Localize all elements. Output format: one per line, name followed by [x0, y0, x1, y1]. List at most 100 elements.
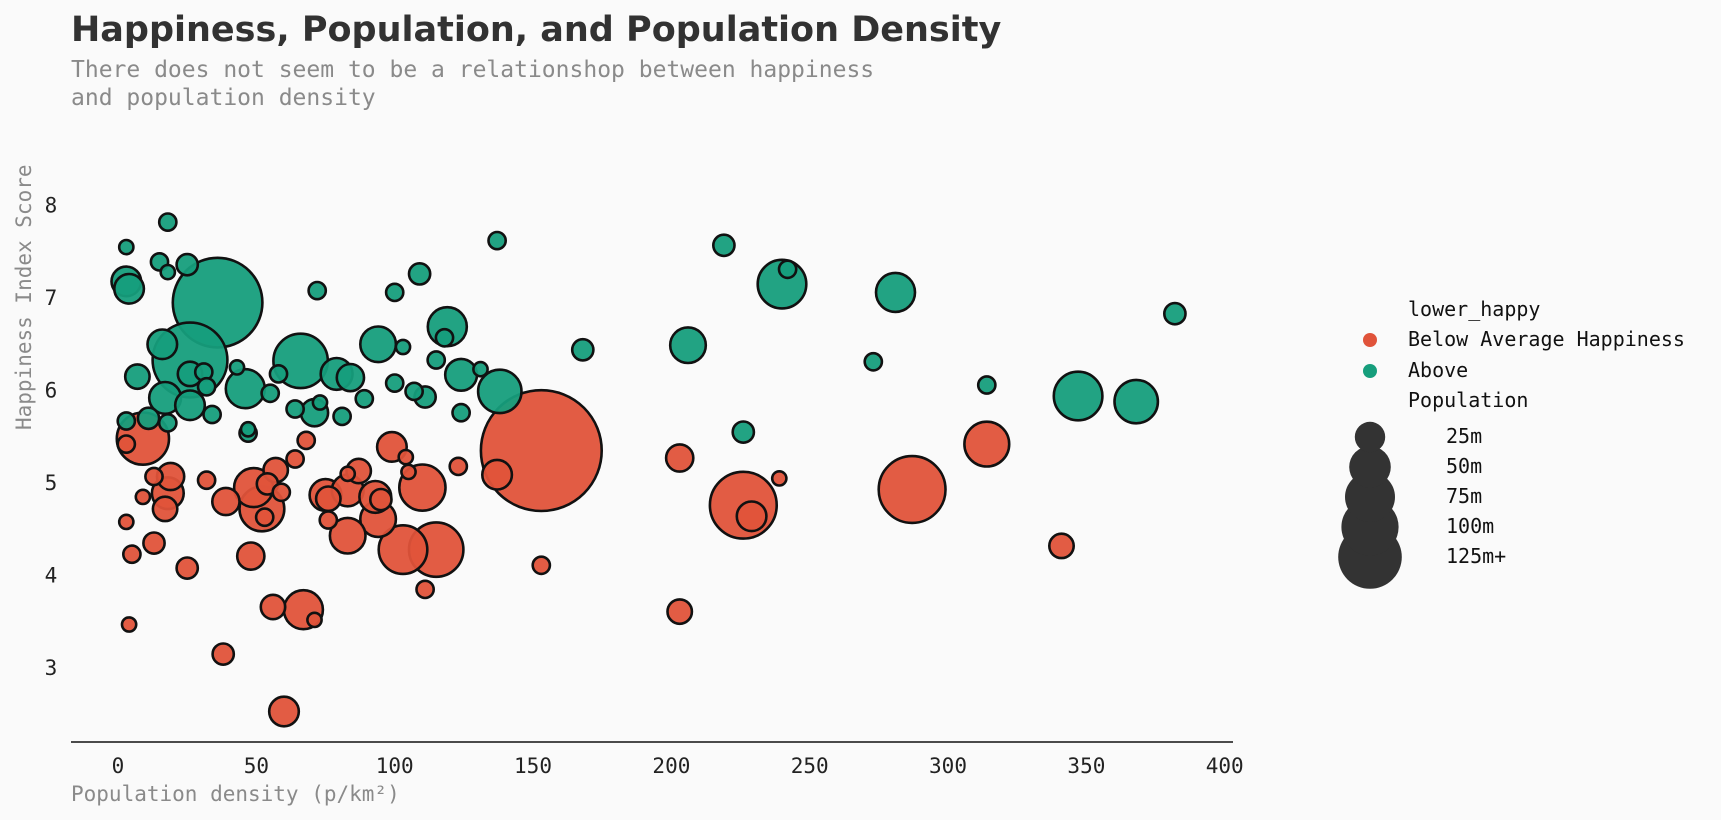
- point-above: [668, 326, 708, 365]
- point-above: [146, 328, 179, 361]
- point-below: [142, 531, 166, 556]
- point-above: [731, 420, 756, 445]
- x-tick-label: 300: [929, 754, 967, 778]
- y-tick-label: 7: [45, 286, 58, 310]
- point-below: [121, 544, 142, 565]
- point-above: [404, 381, 425, 402]
- point-below: [306, 611, 323, 629]
- data-points: [110, 212, 1187, 728]
- legend: lower_happy Below Average Happiness Abov…: [1338, 297, 1685, 589]
- x-tick-label: 100: [376, 754, 414, 778]
- point-above: [157, 212, 178, 233]
- point-above: [113, 272, 146, 305]
- point-above: [1163, 301, 1187, 326]
- point-above: [307, 280, 328, 301]
- legend-size-title: Population: [1408, 388, 1528, 412]
- point-above: [117, 238, 135, 256]
- point-above: [712, 233, 736, 258]
- point-below: [314, 485, 342, 513]
- point-above: [394, 338, 412, 356]
- point-below: [271, 482, 292, 503]
- point-below: [400, 463, 417, 481]
- x-tick-label: 50: [244, 754, 269, 778]
- y-tick-label: 6: [45, 379, 58, 403]
- point-below: [120, 616, 138, 633]
- y-tick-label: 5: [45, 471, 58, 495]
- point-above: [476, 368, 523, 415]
- point-above: [136, 406, 161, 431]
- point-below: [210, 486, 241, 517]
- point-below: [531, 555, 552, 576]
- point-below: [117, 513, 135, 531]
- point-above: [451, 402, 472, 423]
- point-below: [318, 510, 339, 530]
- point-below: [481, 458, 514, 491]
- point-below: [196, 470, 217, 491]
- point-below: [735, 500, 768, 533]
- point-below: [328, 516, 367, 555]
- x-tick-label: 200: [652, 754, 690, 778]
- point-below: [339, 465, 357, 483]
- legend-size-label: 75m: [1446, 484, 1482, 508]
- point-below: [267, 695, 301, 728]
- legend-size-label: 125m+: [1446, 544, 1506, 568]
- point-above: [384, 373, 405, 394]
- chart-title: Happiness, Population, and Population De…: [71, 10, 1001, 50]
- y-tick-label: 4: [45, 564, 58, 588]
- x-tick-label: 400: [1206, 754, 1244, 778]
- legend-size-entries: 25m 50m 75m 100m 125m+: [1338, 421, 1506, 589]
- point-above: [976, 375, 997, 395]
- point-below: [285, 449, 306, 469]
- point-above: [173, 389, 207, 422]
- legend-entry-above: Above: [1408, 358, 1468, 382]
- point-above: [874, 271, 917, 314]
- legend-marker-below: [1363, 333, 1377, 347]
- legend-size-marker: [1349, 446, 1391, 488]
- point-below: [254, 507, 275, 528]
- point-above: [863, 351, 884, 372]
- point-below: [151, 495, 179, 523]
- y-tick-labels: 3 4 5 6 7 8: [45, 194, 58, 681]
- x-tick-label: 150: [514, 754, 552, 778]
- point-above: [407, 261, 432, 286]
- point-above: [260, 383, 281, 404]
- point-below: [963, 420, 1011, 468]
- point-below: [377, 523, 429, 576]
- point-above: [224, 367, 267, 410]
- point-above: [196, 376, 217, 397]
- legend-hue-title: lower_happy: [1408, 297, 1540, 321]
- y-axis-label: Happiness Index Score: [12, 164, 36, 430]
- chart-subtitle-line-1: There does not seem to be a relationshop…: [71, 57, 874, 83]
- point-above: [384, 282, 405, 303]
- point-below: [397, 448, 415, 466]
- point-above: [434, 327, 455, 348]
- legend-marker-above: [1363, 364, 1377, 378]
- legend-size-marker: [1354, 421, 1386, 453]
- legend-entry-below: Below Average Happiness: [1408, 327, 1685, 351]
- chart-subtitle-line-2: and population density: [71, 85, 376, 111]
- legend-size-marker: [1345, 472, 1395, 522]
- point-above: [335, 362, 366, 393]
- point-above: [426, 350, 447, 370]
- x-tick-label: 250: [791, 754, 829, 778]
- point-above: [175, 252, 200, 277]
- x-tick-labels: 0 50 100 150 200 250 300 350 400: [112, 754, 1244, 778]
- legend-size-label: 100m: [1446, 514, 1494, 538]
- point-above: [268, 363, 289, 384]
- y-tick-label: 3: [45, 656, 58, 680]
- point-below: [296, 430, 317, 451]
- point-below: [664, 443, 695, 473]
- point-above: [159, 263, 177, 281]
- point-below: [235, 541, 266, 572]
- x-axis-label: Population density (p/km²): [71, 782, 400, 806]
- point-above: [1052, 370, 1104, 422]
- point-below: [144, 466, 164, 487]
- point-above: [359, 325, 398, 364]
- point-below: [666, 598, 694, 626]
- point-below: [211, 642, 236, 667]
- x-tick-label: 0: [112, 754, 125, 778]
- point-below: [175, 556, 200, 581]
- point-below: [259, 593, 287, 621]
- point-below: [877, 454, 947, 525]
- point-above: [311, 394, 329, 411]
